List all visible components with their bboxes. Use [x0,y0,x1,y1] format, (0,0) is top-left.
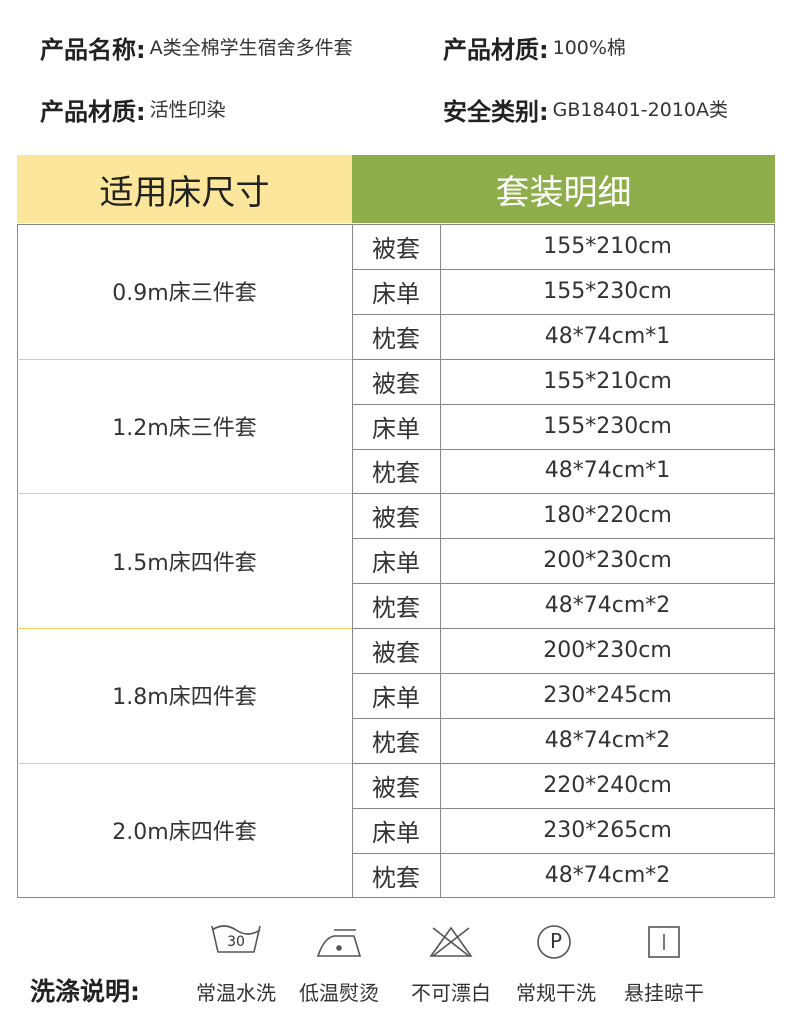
item-dims: 155*230cm [543,413,672,439]
item-name: 床单 [372,549,420,578]
table-frame [17,224,775,898]
item-dims: 155*210cm [543,233,672,259]
row-line [352,493,775,495]
item-name: 枕套 [372,863,420,892]
care-label: 悬挂晾干 [624,980,704,1005]
item-name: 枕套 [372,728,420,757]
info-label: 产品材质: [443,36,549,64]
row-line [352,448,775,450]
item-dims: 48*74cm*2 [544,593,671,619]
item-dims: 48*74cm*2 [544,727,671,753]
item-dims: 230*265cm [543,817,672,843]
item-name: 被套 [372,234,420,263]
item-name: 被套 [372,639,420,668]
item-dims: 200*230cm [543,638,672,664]
group-line [17,493,352,495]
item-dims: 155*230cm [543,278,672,304]
care-label: 常温水洗 [196,980,276,1005]
item-name: 床单 [372,414,420,443]
item-name: 被套 [372,773,420,802]
row-line [352,538,775,540]
info-label: 产品名称: [40,36,146,64]
item-name: 枕套 [372,324,420,353]
size-cell: 1.8m床四件套 [112,685,257,711]
header-size: 适用床尺寸 [17,155,352,223]
row-line [352,628,775,630]
care-title: 洗涤说明: [30,977,140,1006]
row-line [352,583,775,585]
item-name: 枕套 [372,459,420,488]
row-line [352,313,775,315]
item-name: 床单 [372,683,420,712]
item-name: 枕套 [372,594,420,623]
info-label: 安全类别: [443,98,549,126]
item-dims: 155*210cm [543,368,672,394]
info-value: GB18401-2010A类 [552,99,729,121]
care-symbol: P [549,929,563,953]
item-dims: 48*74cm*1 [544,458,671,484]
col-line [440,224,441,898]
group-line [17,358,352,360]
size-cell: 1.5m床四件套 [112,550,257,576]
care-label: 低温熨烫 [299,980,379,1005]
info-value: A类全棉学生宿舍多件套 [149,37,353,59]
care-symbol: 30 [227,934,245,950]
item-name: 床单 [372,279,420,308]
item-dims: 48*74cm*2 [544,862,671,888]
item-dims: 48*74cm*1 [544,323,671,349]
item-name: 被套 [372,504,420,533]
item-dims: 180*220cm [543,503,672,529]
item-name: 床单 [372,818,420,847]
care-label: 不可漂白 [411,980,491,1005]
row-line [352,807,775,809]
header-detail: 套装明细 [352,155,775,223]
item-dims: 230*245cm [543,682,672,708]
col-line [352,224,353,898]
size-cell: 2.0m床四件套 [112,820,257,846]
info-label: 产品材质: [40,98,146,126]
row-line [352,852,775,854]
row-line [352,762,775,764]
row-line [352,673,775,674]
info-value: 活性印染 [149,99,226,121]
group-line [17,628,352,630]
size-cell: 1.2m床三件套 [112,416,257,442]
group-line [17,762,352,764]
row-line [352,358,775,360]
row-line [352,268,775,270]
row-line [352,403,775,405]
care-label: 常规干洗 [516,980,596,1005]
info-value: 100%棉 [552,37,626,59]
row-line [352,717,775,719]
item-dims: 200*230cm [543,548,672,574]
size-cell: 0.9m床三件套 [112,281,257,307]
item-dims: 220*240cm [543,772,672,798]
item-name: 被套 [372,369,420,398]
